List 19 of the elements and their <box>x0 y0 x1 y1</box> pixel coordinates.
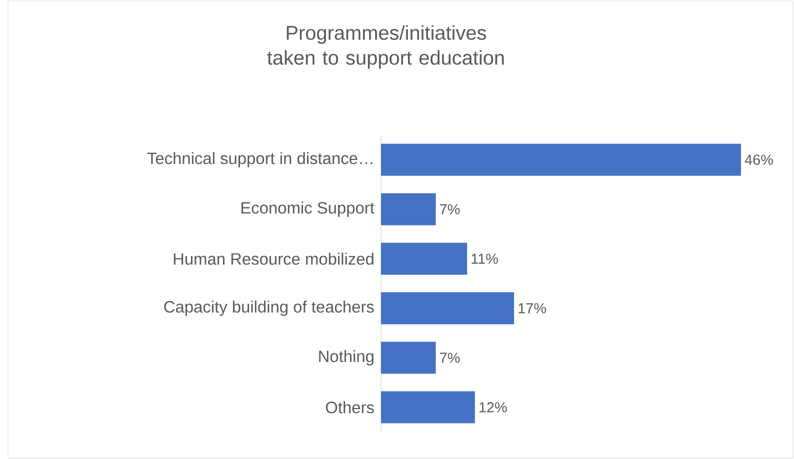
y-tick-label: Others <box>326 401 374 414</box>
chart-title: Programmes/initiatives taken to support education <box>267 25 504 69</box>
y-tick-label: Human Resource mobilized <box>174 252 374 265</box>
data-label: 17% <box>518 303 546 314</box>
bar <box>381 342 436 374</box>
y-tick-label: Nothing <box>319 350 374 366</box>
data-label: 7% <box>440 204 460 214</box>
bar <box>381 242 468 275</box>
y-tick-label: Economic Support <box>242 202 374 217</box>
bar <box>381 292 514 324</box>
bar <box>381 391 475 424</box>
data-label: 12% <box>480 402 507 412</box>
y-tick-label: Technical support in distance… <box>147 152 372 168</box>
bar <box>381 144 742 176</box>
bar <box>381 193 436 226</box>
y-tick-label: Capacity building of teachers <box>164 300 374 316</box>
data-label: 11% <box>472 254 498 264</box>
data-label: 46% <box>744 154 773 165</box>
data-label: 7% <box>440 352 460 363</box>
